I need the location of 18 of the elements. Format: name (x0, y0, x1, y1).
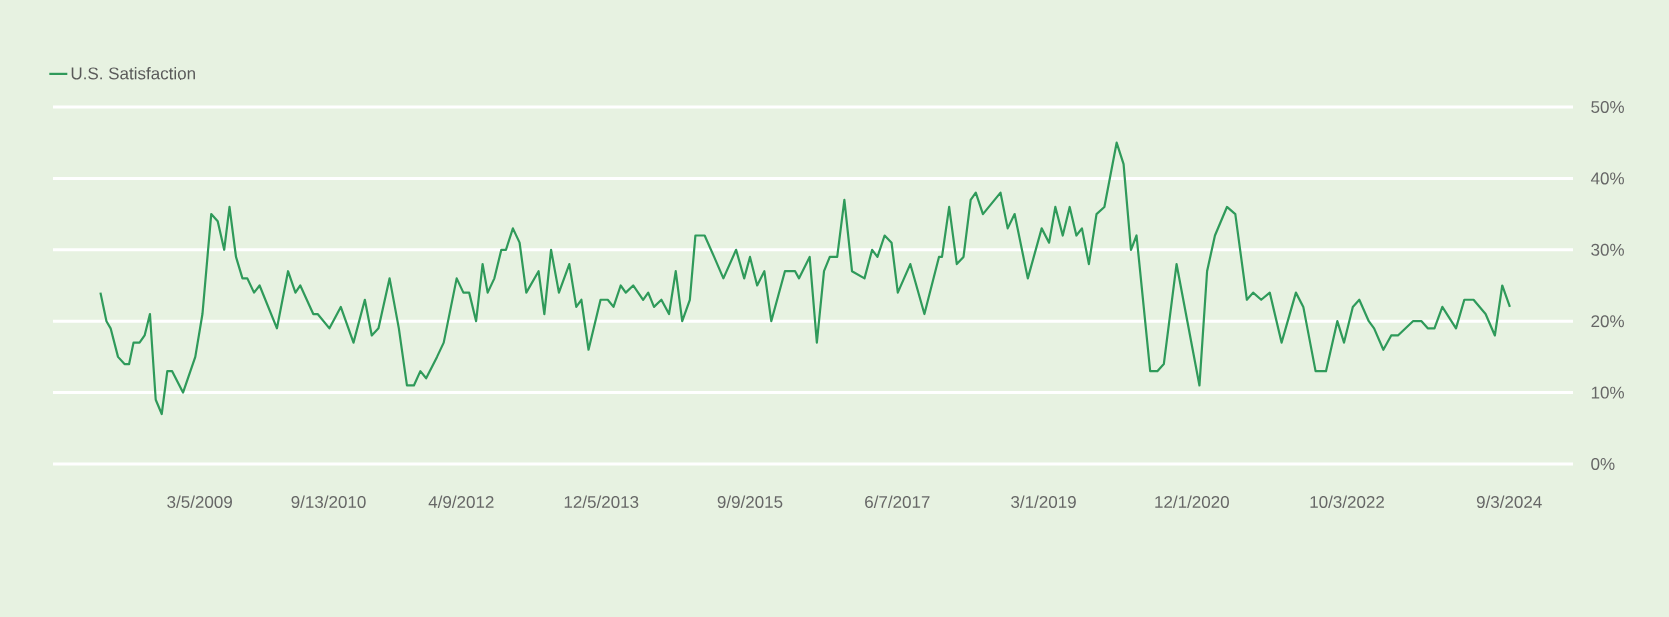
y-tick-label: 0% (1591, 457, 1615, 471)
x-tick-label: 6/7/2017 (865, 495, 930, 509)
x-tick-label: 4/9/2012 (428, 495, 494, 509)
x-tick-label: 10/3/2022 (1310, 495, 1384, 509)
x-tick-label: 12/5/2013 (564, 495, 639, 509)
x-tick-label: 3/1/2019 (1011, 495, 1076, 509)
x-tick-label: 3/5/2009 (167, 495, 232, 509)
x-tick-label: 9/3/2024 (1476, 495, 1542, 509)
x-tick-label: 12/1/2020 (1155, 495, 1229, 509)
y-tick-label: 20% (1591, 315, 1624, 328)
line-series (99, 141, 1511, 416)
y-tick-label: 50% (1591, 100, 1624, 114)
y-tick-label: 40% (1590, 172, 1624, 185)
y-tick-label: 30% (1591, 243, 1624, 256)
y-tick-label: 10% (1591, 386, 1624, 399)
x-tick-label: 9/9/2015 (717, 495, 783, 509)
x-tick-label: 9/13/2010 (291, 495, 366, 509)
legend-label: U.S. Satisfaction (71, 66, 195, 80)
